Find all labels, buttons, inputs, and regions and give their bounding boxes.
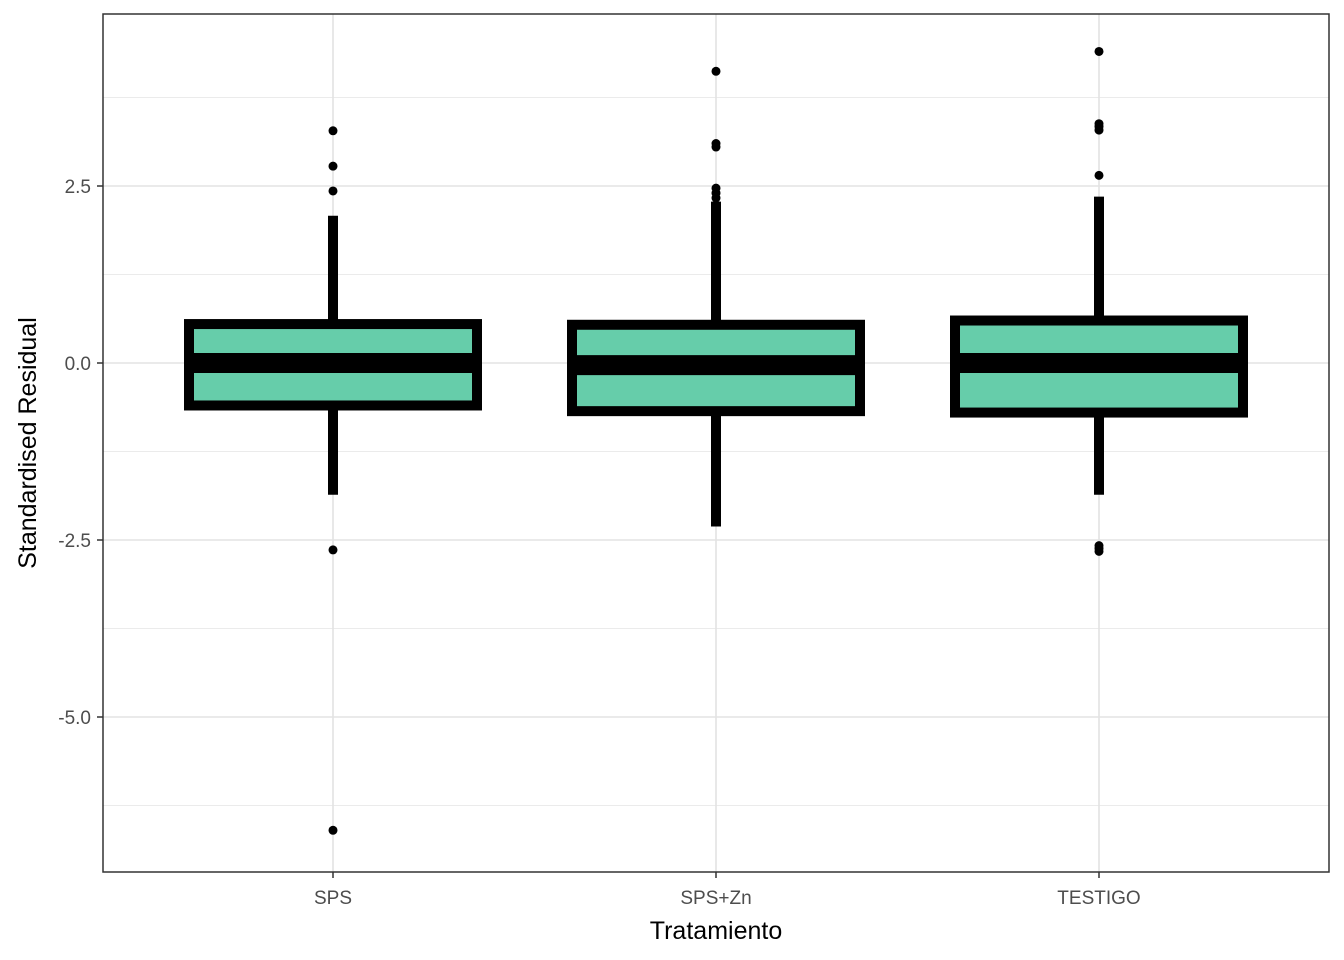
box-group-sps bbox=[184, 126, 482, 835]
outlier-point bbox=[1094, 46, 1104, 56]
outlier-point bbox=[711, 66, 721, 76]
y-tick-label: 0.0 bbox=[65, 354, 91, 375]
y-tick-label: -2.5 bbox=[58, 531, 91, 552]
outlier-point bbox=[711, 142, 721, 152]
outlier-point bbox=[328, 126, 338, 136]
outlier-point bbox=[328, 186, 338, 196]
x-tick-label: TESTIGO bbox=[1057, 888, 1140, 909]
outlier-point bbox=[711, 193, 721, 203]
outlier-point bbox=[328, 545, 338, 555]
outlier-point bbox=[328, 161, 338, 171]
x-tick-label: SPS bbox=[314, 888, 352, 909]
x-tick-label: SPS+Zn bbox=[680, 888, 751, 909]
outlier-point bbox=[1094, 170, 1104, 180]
y-tick-label: 2.5 bbox=[65, 177, 91, 198]
boxes-layer bbox=[184, 46, 1248, 835]
box-group-testigo bbox=[950, 46, 1248, 556]
outlier-point bbox=[1094, 546, 1104, 556]
y-tick-label: -5.0 bbox=[58, 708, 91, 729]
box-group-sps-zn bbox=[567, 66, 865, 527]
outlier-point bbox=[1094, 125, 1104, 135]
axes-layer: -5.0 -2.5 0.0 2.5 SPS SPS+Zn TESTIGO bbox=[58, 177, 1140, 909]
y-axis-title: Standardised Residual bbox=[14, 317, 42, 569]
outlier-point bbox=[328, 825, 338, 835]
x-axis-title: Tratamiento bbox=[650, 917, 782, 945]
